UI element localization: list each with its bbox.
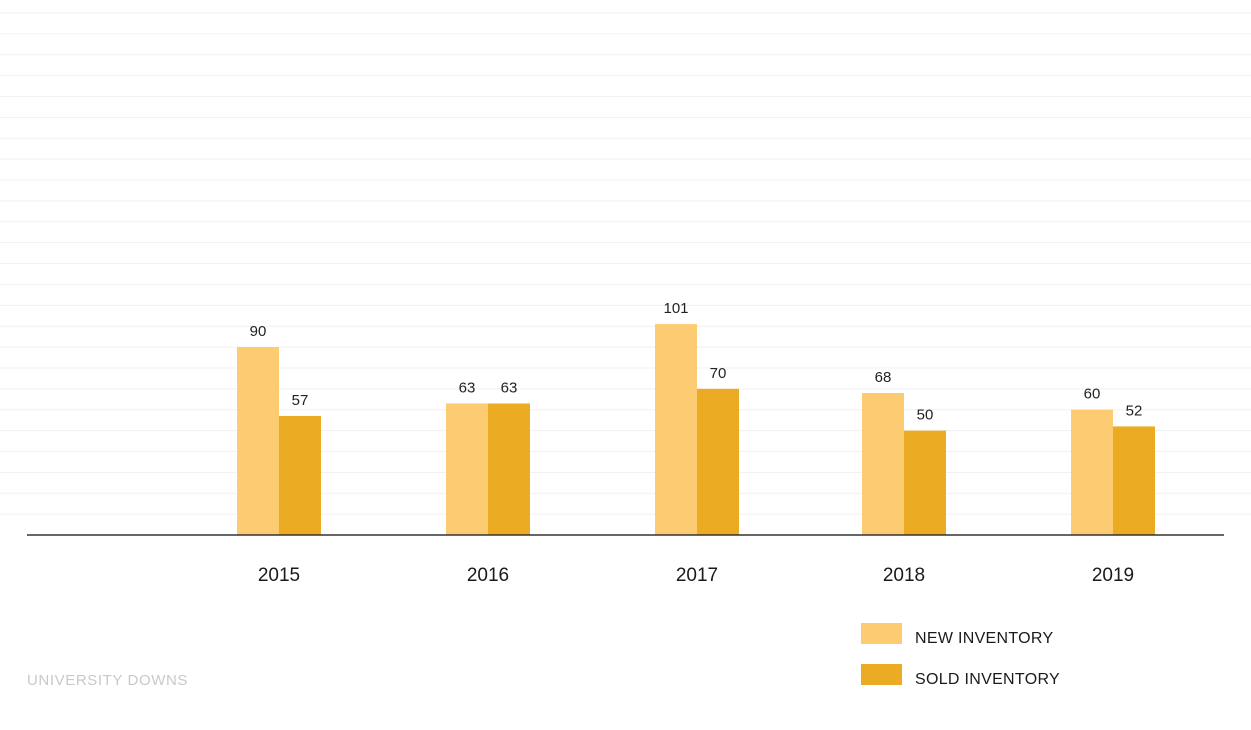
bars-group [237, 324, 1155, 535]
footer-brand: UNIVERSITY DOWNS [27, 672, 188, 689]
x-tick-labels: 2015 2016 2017 2018 2019 [258, 565, 1134, 586]
data-label-sold-2017: 70 [710, 365, 727, 382]
bar-sold-inventory-2015 [279, 415, 321, 535]
bar-new-inventory-2015 [237, 347, 279, 535]
bar-sold-inventory-2016 [488, 403, 530, 535]
bar-new-inventory-2016 [446, 403, 488, 535]
bar-sold-inventory-2019 [1113, 426, 1155, 535]
gridlines [0, 12, 1251, 515]
bar-new-inventory-2019 [1071, 409, 1113, 535]
data-label-new-2015: 90 [250, 323, 267, 340]
data-label-sold-2019: 52 [1126, 402, 1143, 419]
data-label-sold-2015: 57 [292, 392, 309, 409]
data-label-new-2019: 60 [1084, 386, 1101, 403]
bar-sold-inventory-2017 [697, 388, 739, 535]
bar-sold-inventory-2018 [904, 430, 946, 535]
data-label-new-2017: 101 [663, 300, 688, 317]
data-label-new-2018: 68 [875, 369, 892, 386]
data-labels-group: 90 57 63 63 101 70 68 50 60 52 [250, 300, 1143, 423]
legend-swatch-new-inventory [861, 623, 902, 644]
data-label-sold-2016: 63 [501, 379, 518, 396]
bar-new-inventory-2018 [862, 393, 904, 535]
x-tick-label-2019: 2019 [1092, 565, 1134, 586]
x-tick-label-2017: 2017 [676, 565, 718, 586]
x-tick-label-2015: 2015 [258, 565, 300, 586]
legend: NEW INVENTORY SOLD INVENTORY [861, 623, 1060, 688]
legend-label-sold-inventory: SOLD INVENTORY [915, 671, 1060, 688]
x-tick-label-2016: 2016 [467, 565, 509, 586]
legend-label-new-inventory: NEW INVENTORY [915, 630, 1053, 647]
bar-new-inventory-2017 [655, 324, 697, 535]
legend-swatch-sold-inventory [861, 664, 902, 685]
data-label-new-2016: 63 [459, 379, 476, 396]
data-label-sold-2018: 50 [917, 407, 934, 424]
x-tick-label-2018: 2018 [883, 565, 925, 586]
